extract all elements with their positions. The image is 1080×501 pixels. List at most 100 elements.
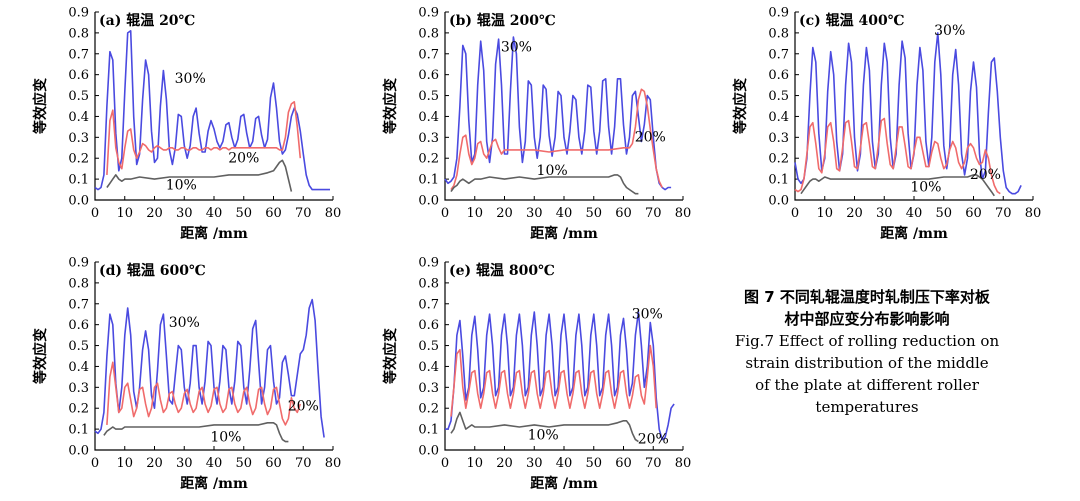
chart-panel-c: 0.0 0.1 0.2 0.3 0.4 0.5 0.6 0.7 0.8 0.9 0 10 20 30 40 5… bbox=[732, 6, 1042, 243]
x-tick-label: 20 bbox=[146, 456, 163, 471]
x-tick-label: 80 bbox=[1025, 206, 1042, 221]
x-tick-label: 70 bbox=[645, 456, 662, 471]
y-tick-label: 0.2 bbox=[418, 152, 439, 167]
x-tick-label: 20 bbox=[496, 206, 513, 221]
x-tick-label: 40 bbox=[906, 206, 923, 221]
x-tick-label: 10 bbox=[466, 456, 483, 471]
y-tick-label: 0.3 bbox=[68, 131, 89, 146]
y-tick-label: 0.1 bbox=[418, 423, 439, 438]
x-tick-label: 20 bbox=[146, 206, 163, 221]
x-tick-label: 0 bbox=[441, 206, 449, 221]
x-tick-label: 0 bbox=[91, 456, 99, 471]
chart-panel-e: 0.0 0.1 0.2 0.3 0.4 0.5 0.6 0.7 0.8 0.9 0 10 20 30 40 5… bbox=[382, 256, 691, 493]
axis-frame bbox=[94, 262, 333, 451]
y-tick-label: 0.9 bbox=[418, 6, 439, 21]
y-tick-label: 0.8 bbox=[68, 276, 89, 291]
y-axis-label: 等效应变 bbox=[32, 78, 49, 134]
y-axis-label: 等效应变 bbox=[732, 78, 749, 134]
x-tick-label: 40 bbox=[556, 456, 573, 471]
series-line-10pct bbox=[450, 174, 639, 195]
series-label-20pct: 20% bbox=[228, 150, 259, 166]
x-tick-label: 0 bbox=[791, 206, 799, 221]
x-tick-label: 40 bbox=[206, 206, 223, 221]
y-tick-label: 0.2 bbox=[68, 152, 89, 167]
x-tick-label: 50 bbox=[585, 206, 602, 221]
series-label-10pct: 10% bbox=[528, 428, 559, 444]
x-tick-label: 80 bbox=[325, 206, 342, 221]
chart-panel-d: 0.0 0.1 0.2 0.3 0.4 0.5 0.6 0.7 0.8 0.9 0 10 20 30 40 5… bbox=[32, 256, 341, 493]
y-tick-label: 0.1 bbox=[768, 173, 789, 188]
series-line-10pct bbox=[103, 422, 289, 443]
series-line-30pct bbox=[794, 32, 1022, 195]
series-label-30pct: 30% bbox=[934, 23, 965, 39]
caption-zh-line2: 材中部应变分布影响影响 bbox=[784, 310, 950, 328]
y-tick-label: 0.9 bbox=[68, 6, 89, 21]
y-tick-label: 0.4 bbox=[418, 110, 439, 125]
x-tick-label: 70 bbox=[995, 206, 1012, 221]
series-line-30pct bbox=[444, 36, 672, 191]
y-axis-label: 等效应变 bbox=[382, 328, 399, 384]
x-tick-label: 60 bbox=[265, 206, 282, 221]
series-line-30pct bbox=[94, 298, 325, 438]
y-tick-label: 0.0 bbox=[68, 194, 89, 209]
y-tick-label: 0.6 bbox=[418, 318, 439, 333]
figure-caption: 图 7 不同轧辊温度时轧制压下率对板 材中部应变分布影响影响 Fig.7 Eff… bbox=[706, 286, 1028, 418]
x-tick-label: 50 bbox=[935, 206, 952, 221]
y-tick-label: 0.4 bbox=[768, 110, 789, 125]
y-tick-label: 0.5 bbox=[768, 89, 789, 104]
y-tick-label: 0.0 bbox=[68, 444, 89, 459]
caption-en-line1: Fig.7 Effect of rolling reduction on bbox=[734, 332, 1000, 350]
y-tick-label: 0.8 bbox=[768, 26, 789, 41]
y-tick-label: 0.5 bbox=[68, 339, 89, 354]
y-tick-label: 0.8 bbox=[418, 276, 439, 291]
series-label-30pct: 30% bbox=[169, 315, 200, 331]
x-tick-label: 30 bbox=[526, 456, 543, 471]
x-tick-label: 80 bbox=[675, 206, 692, 221]
chart-panel-b: 0.0 0.1 0.2 0.3 0.4 0.5 0.6 0.7 0.8 0.9 0 10 20 30 40 5… bbox=[382, 6, 692, 243]
x-axis-label: 距离 /mm bbox=[880, 225, 948, 242]
y-tick-label: 0.9 bbox=[418, 256, 439, 271]
x-tick-label: 10 bbox=[116, 206, 133, 221]
panel-title-a: (a) 辊温 20℃ bbox=[99, 12, 196, 29]
series-line-10pct bbox=[106, 159, 293, 192]
y-tick-label: 0.1 bbox=[68, 173, 89, 188]
y-tick-label: 0.5 bbox=[68, 89, 89, 104]
x-tick-label: 30 bbox=[876, 206, 893, 221]
series-line-20pct bbox=[450, 344, 657, 417]
x-tick-label: 60 bbox=[615, 456, 632, 471]
panel-title-c: (c) 辊温 400℃ bbox=[799, 12, 905, 29]
y-tick-label: 0.4 bbox=[68, 110, 89, 125]
y-tick-label: 0.2 bbox=[68, 402, 89, 417]
y-tick-label: 0.2 bbox=[768, 152, 789, 167]
y-tick-label: 0.0 bbox=[418, 444, 439, 459]
y-tick-label: 0.9 bbox=[68, 256, 89, 271]
series-line-30pct bbox=[94, 30, 330, 191]
y-tick-label: 0.7 bbox=[418, 297, 439, 312]
x-tick-label: 50 bbox=[235, 206, 252, 221]
x-tick-label: 30 bbox=[176, 206, 193, 221]
series-label-30pct: 30% bbox=[501, 40, 532, 56]
x-tick-label: 40 bbox=[206, 456, 223, 471]
series-line-10pct bbox=[450, 411, 639, 443]
x-axis-label: 距离 /mm bbox=[180, 475, 248, 492]
y-axis-label: 等效应变 bbox=[382, 78, 399, 134]
series-line-20pct bbox=[106, 101, 302, 175]
chart-panel-a: 0.0 0.1 0.2 0.3 0.4 0.5 0.6 0.7 0.8 0.9 0 10 20 30 40 5… bbox=[32, 6, 342, 243]
series-line-20pct bbox=[794, 117, 1001, 195]
y-tick-label: 0.6 bbox=[68, 318, 89, 333]
panel-title-d: (d) 辊温 600℃ bbox=[99, 262, 206, 279]
y-tick-label: 0.8 bbox=[68, 26, 89, 41]
series-label-30pct: 30% bbox=[632, 306, 663, 322]
panel-title-b: (b) 辊温 200℃ bbox=[449, 12, 556, 29]
x-tick-label: 40 bbox=[556, 206, 573, 221]
caption-zh-line1: 图 7 不同轧辊温度时轧制压下率对板 bbox=[744, 288, 990, 306]
x-tick-label: 30 bbox=[176, 456, 193, 471]
y-tick-label: 0.1 bbox=[418, 173, 439, 188]
series-line-30pct bbox=[445, 311, 675, 441]
caption-en-line4: temperatures bbox=[815, 398, 919, 416]
x-axis-label: 距离 /mm bbox=[530, 475, 598, 492]
y-axis-label: 等效应变 bbox=[32, 328, 49, 384]
y-tick-label: 0.1 bbox=[68, 423, 89, 438]
series-label-20pct: 20% bbox=[635, 130, 666, 146]
